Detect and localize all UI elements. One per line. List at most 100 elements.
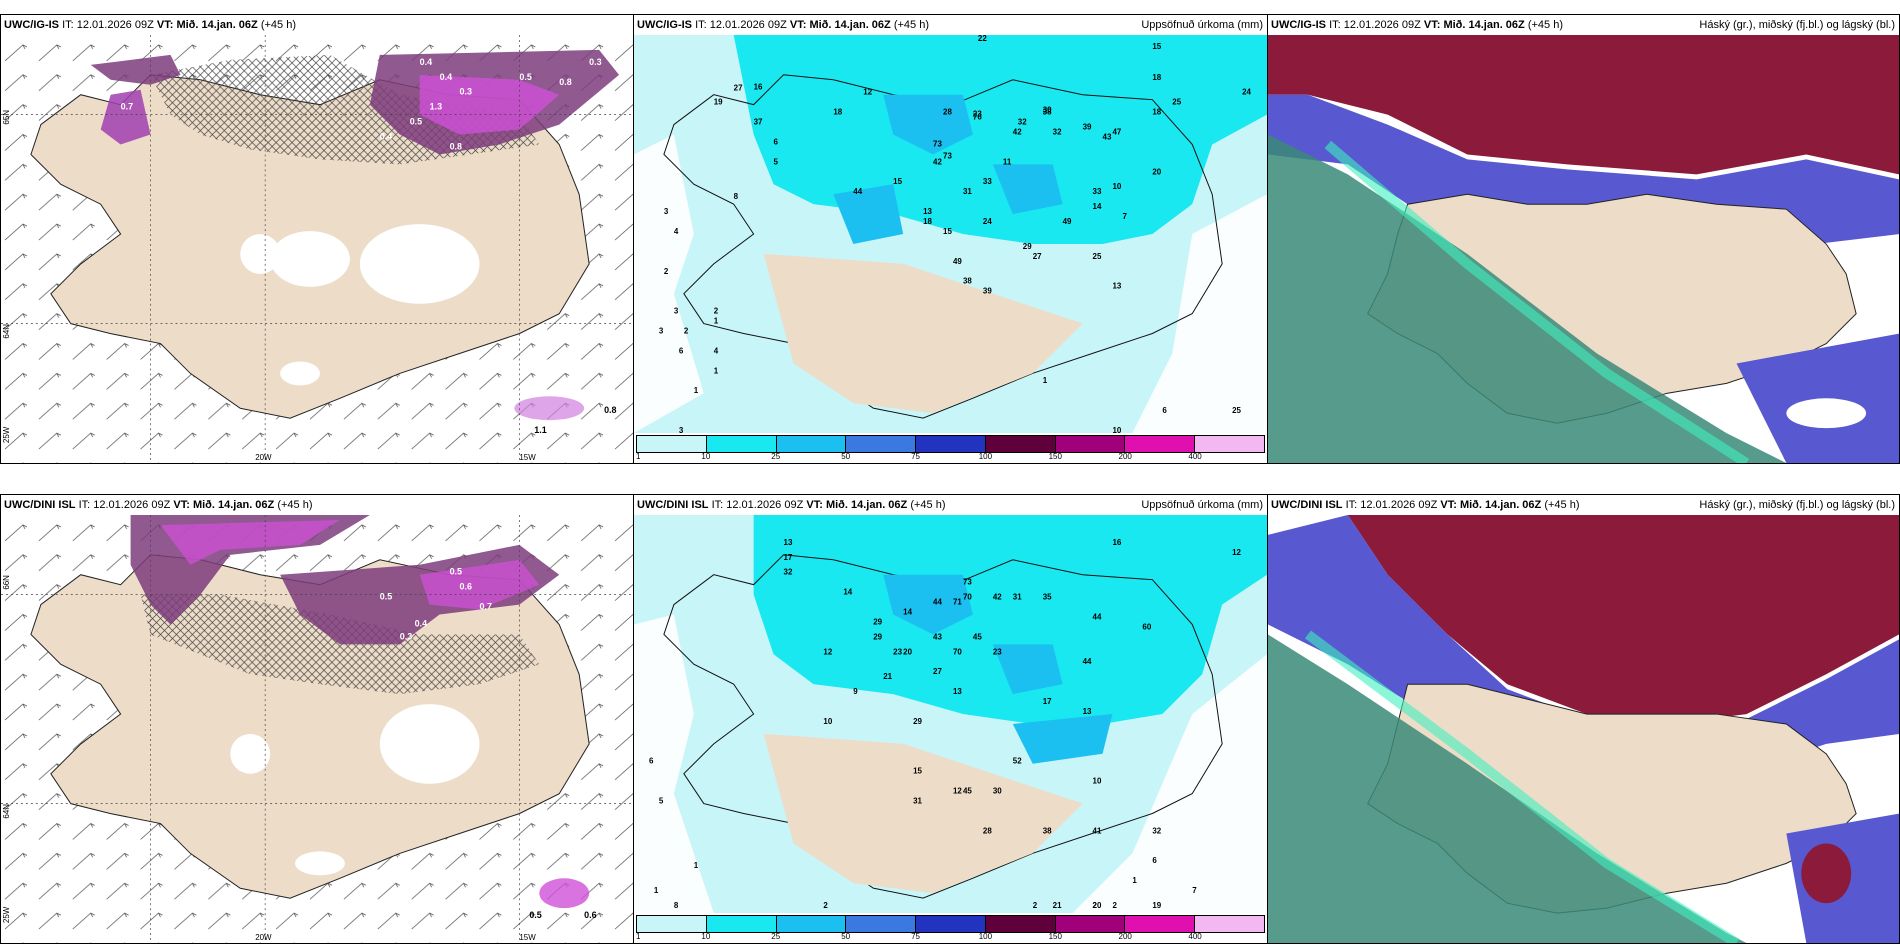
precip-value-label: 6 xyxy=(774,137,779,146)
cb-swatch xyxy=(776,916,847,932)
cb-tick: 400 xyxy=(1188,932,1202,941)
lon-label: 15W xyxy=(519,453,536,462)
init-time: 12.01.2026 09Z xyxy=(726,499,804,511)
panel-bottom-accum-precip: UWC/DINI ISL IT: 12.01.2026 09Z VT: Mið.… xyxy=(633,494,1268,944)
precip-value-label: 19 xyxy=(714,98,723,107)
colorbar: 1 10 25 50 75 100 150 200 400 xyxy=(634,913,1267,943)
precip-value-label: 11 xyxy=(1003,157,1012,166)
lead-time: (+45 h) xyxy=(1544,499,1580,511)
precip-value-label: 1 xyxy=(714,317,719,326)
cloud-map xyxy=(1268,515,1899,943)
precip-value-label: 12 xyxy=(1232,548,1241,557)
precip-value-label: 31 xyxy=(1013,593,1022,602)
precip-value-label: 39 xyxy=(983,287,992,296)
lead-time: (+45 h) xyxy=(893,19,929,31)
precip-value-label: 42 xyxy=(993,593,1002,602)
value-label: 0.6 xyxy=(460,582,472,592)
panel-header: UWC/IG-IS IT: 12.01.2026 09Z VT: Mið. 14… xyxy=(634,15,1267,35)
panel-header: UWC/DINI ISL IT: 12.01.2026 09Z VT: Mið.… xyxy=(634,495,1267,515)
precip-value-label: 15 xyxy=(913,767,922,776)
value-label: 0.4 xyxy=(415,618,427,628)
precip-value-label: 70 xyxy=(953,647,962,656)
vt-label: VT: xyxy=(173,499,190,511)
vt-label: VT: xyxy=(1440,499,1457,511)
precip-value-label: 4 xyxy=(714,346,719,355)
precip-value-label: 3 xyxy=(659,327,664,336)
precip-value-label: 27 xyxy=(1033,252,1042,261)
precip-value-label: 6 xyxy=(649,757,654,766)
colorbar-swatches xyxy=(636,915,1265,933)
precip-value-label: 47 xyxy=(1112,128,1121,137)
panel-bottom-wind-precip: UWC/DINI ISL IT: 12.01.2026 09Z VT: Mið.… xyxy=(0,494,634,944)
wind-precip-map: 0.9 0.5 0.6 0.5 0.7 0.4 0.3 0.5 0.6 20W … xyxy=(1,515,633,943)
cb-swatch xyxy=(985,436,1056,452)
cb-swatch xyxy=(846,436,917,452)
vt-label: VT: xyxy=(156,19,174,31)
lead-time: (+45 h) xyxy=(260,19,296,31)
lead-time: (+45 h) xyxy=(277,499,313,511)
precip-value-label: 42 xyxy=(1013,128,1022,137)
precip-value-label: 32 xyxy=(784,568,793,577)
precip-value-label: 13 xyxy=(953,687,962,696)
precip-value-label: 32 xyxy=(1152,826,1161,835)
it-label: IT: xyxy=(695,19,707,31)
vt-label: VT: xyxy=(806,499,823,511)
precip-value-label: 25 xyxy=(1093,252,1102,261)
precip-value-label: 30 xyxy=(993,787,1002,796)
precip-value-label: 1 xyxy=(694,386,699,395)
panel-title: Uppsöfnuð úrkoma (mm) xyxy=(1141,19,1263,31)
precip-value-label: 49 xyxy=(1063,217,1072,226)
precip-value-label: 1 xyxy=(654,886,659,895)
precip-value-label: 4 xyxy=(674,227,679,236)
panel-header: UWC/IG-IS IT: 12.01.2026 09Z VT: Mið. 14… xyxy=(1268,15,1899,35)
value-label: 0.4 xyxy=(440,72,452,82)
precip-value-label: 2 xyxy=(684,327,689,336)
value-label: 0.5 xyxy=(529,910,541,920)
precip-value-label: 31 xyxy=(913,797,922,806)
colorbar-ticks: 1 10 25 50 75 100 150 200 400 xyxy=(636,932,1265,942)
lon-label: 20W xyxy=(255,453,272,462)
precip-value-label: 12 xyxy=(953,787,962,796)
precip-value-label: 29 xyxy=(913,717,922,726)
cb-swatch xyxy=(637,916,707,932)
precip-value-label: 20 xyxy=(903,647,912,656)
cb-tick: 200 xyxy=(1118,452,1132,461)
cloud-svg xyxy=(1268,515,1899,943)
panel-header: UWC/DINI ISL IT: 12.01.2026 09Z VT: Mið.… xyxy=(1,495,633,515)
precip-value-label: 71 xyxy=(953,598,962,607)
precip-value-label: 60 xyxy=(1142,622,1151,631)
model-name: UWC/IG-IS xyxy=(637,19,692,31)
cb-swatch xyxy=(985,916,1056,932)
value-label: 0.5 xyxy=(519,72,531,82)
precip-value-label: 8 xyxy=(674,901,679,910)
precip-value-label: 5 xyxy=(774,157,779,166)
precip-value-label: 17 xyxy=(1043,697,1052,706)
precip-value-label: 22 xyxy=(978,35,987,43)
precip-value-label: 45 xyxy=(973,632,982,641)
precip-value-label: 43 xyxy=(1103,132,1112,141)
precip-value-label: 21 xyxy=(883,672,892,681)
precip-value-label: 13 xyxy=(784,538,793,547)
precip-value-label: 35 xyxy=(1043,593,1052,602)
cb-tick: 25 xyxy=(771,452,781,461)
precip-value-label: 15 xyxy=(893,177,902,186)
lat-label: 25W xyxy=(2,906,11,923)
precip-value-label: 2 xyxy=(823,901,828,910)
value-label: 0.5 xyxy=(410,117,422,127)
precip-value-label: 18 xyxy=(923,217,932,226)
precip-value-label: 24 xyxy=(1242,88,1251,97)
precip-value-label: 8 xyxy=(734,192,739,201)
cb-tick: 10 xyxy=(701,932,711,941)
init-time: 12.01.2026 09Z xyxy=(1343,19,1421,31)
precip-value-label: 13 xyxy=(1112,282,1121,291)
precip-value-label: 18 xyxy=(1152,108,1161,117)
wind-precip-map: 0.4 0.4 0.3 0.5 0.3 1.3 0.5 0.4 0.8 0.8 … xyxy=(1,35,633,463)
precip-value-label: 2 xyxy=(1093,901,1098,910)
precip-value-label: 15 xyxy=(1152,42,1161,51)
valid-time: Mið. 14.jan. 06Z xyxy=(1443,19,1525,31)
precip-value-label: 1 xyxy=(1043,376,1048,385)
precip-value-label: 14 xyxy=(843,588,852,597)
precip-value-label: 10 xyxy=(1112,182,1121,191)
